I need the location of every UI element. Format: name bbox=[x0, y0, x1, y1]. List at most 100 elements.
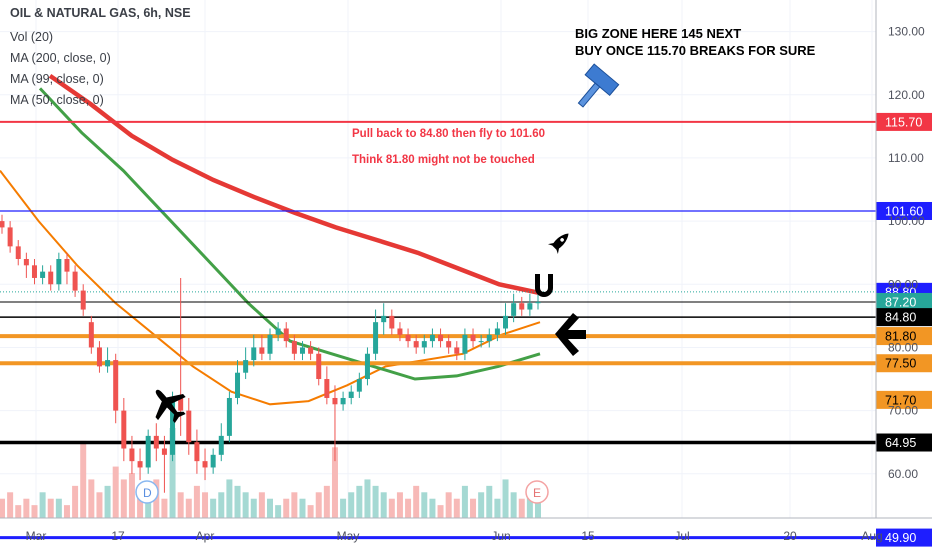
volume-bar bbox=[405, 498, 412, 518]
candle-body bbox=[96, 347, 102, 367]
rocket-body bbox=[552, 233, 569, 250]
candle-body bbox=[31, 265, 37, 278]
indicator-ma200: MA (200, close, 0) bbox=[10, 51, 111, 65]
x-tick-label: 17 bbox=[111, 529, 125, 543]
candle-body bbox=[105, 360, 111, 367]
volume-bar bbox=[47, 498, 54, 518]
volume-bar bbox=[0, 498, 5, 518]
y-tick-label: 100.00 bbox=[888, 214, 925, 228]
candle-body bbox=[348, 391, 354, 398]
volume-bar bbox=[323, 485, 330, 518]
candle-body bbox=[243, 360, 249, 373]
candle-body bbox=[397, 328, 403, 335]
level-price-tag bbox=[876, 308, 932, 327]
volume-bar bbox=[226, 479, 233, 518]
candle-body bbox=[364, 353, 370, 380]
volume-bar bbox=[96, 492, 103, 518]
volume-bar bbox=[356, 485, 363, 518]
magnet-pole-left bbox=[535, 274, 540, 278]
candle-body bbox=[113, 360, 119, 411]
volume-bar bbox=[169, 428, 176, 518]
x-tick-label: May bbox=[337, 529, 360, 543]
event-e-label: E bbox=[533, 486, 541, 500]
volume-bar bbox=[104, 485, 111, 518]
volume-bar bbox=[23, 498, 30, 518]
indicator-ma99: MA (99, close, 0) bbox=[10, 72, 104, 86]
candle-body bbox=[218, 435, 224, 455]
ma200-line bbox=[48, 73, 541, 296]
grid bbox=[0, 0, 876, 518]
volume-bar bbox=[242, 492, 249, 518]
volume-bar bbox=[535, 492, 541, 518]
moving-averages bbox=[0, 73, 541, 406]
y-tick-label: 120.00 bbox=[888, 88, 925, 102]
volume-bar bbox=[348, 492, 355, 518]
note-pullback: Pull back to 84.80 then fly to 101.60 bbox=[352, 128, 545, 140]
candle-body bbox=[389, 315, 395, 329]
volume-bar bbox=[486, 485, 493, 518]
event-d-marker[interactable] bbox=[135, 480, 159, 504]
x-tick-label: Jun bbox=[491, 529, 510, 543]
candle-body bbox=[308, 347, 314, 354]
candle-body bbox=[486, 334, 492, 342]
hammer-handle bbox=[577, 82, 601, 108]
level-price-tag bbox=[876, 112, 932, 131]
candle-body bbox=[15, 246, 21, 259]
x-tick-label: Jul bbox=[674, 529, 689, 543]
candle-body bbox=[340, 397, 346, 405]
note-think: Think 81.80 might not be touched bbox=[352, 154, 535, 166]
level-price-tag bbox=[876, 327, 932, 346]
volume-bar bbox=[315, 492, 322, 518]
candle-body bbox=[7, 227, 13, 247]
volume-bar bbox=[7, 492, 14, 518]
level-price-label: 87.20 bbox=[885, 295, 916, 309]
rocket-window bbox=[560, 238, 564, 242]
candle-body bbox=[291, 341, 297, 354]
candle-body bbox=[381, 315, 387, 323]
candle-body bbox=[299, 347, 305, 354]
volume-bar bbox=[267, 498, 273, 518]
candle-body bbox=[405, 334, 411, 342]
candle-body bbox=[145, 435, 151, 468]
levels: 115.70101.6088.8087.2084.8081.8077.5071.… bbox=[0, 112, 932, 547]
airplane-shape bbox=[155, 389, 186, 424]
candle-body bbox=[429, 334, 435, 342]
level-price-label: 81.80 bbox=[885, 330, 916, 344]
volume-bar bbox=[299, 498, 306, 518]
volume-bar bbox=[120, 479, 127, 518]
volume-bar bbox=[210, 498, 217, 518]
candle-body bbox=[153, 435, 159, 449]
volume-bar bbox=[478, 492, 485, 518]
candle-body bbox=[137, 461, 143, 468]
x-tick-label: Apr bbox=[196, 529, 215, 543]
volume-bar bbox=[202, 492, 209, 518]
candle-body bbox=[186, 410, 192, 443]
level-price-label: 84.80 bbox=[885, 311, 916, 325]
candle-body bbox=[316, 353, 322, 380]
volume-bar bbox=[526, 485, 533, 518]
level-price-label: 77.50 bbox=[885, 357, 916, 371]
event-e-marker[interactable] bbox=[525, 480, 549, 504]
y-tick-label: 130.00 bbox=[888, 25, 925, 39]
candle-body bbox=[259, 347, 265, 354]
event-d-label: D bbox=[143, 486, 152, 500]
candle-body bbox=[170, 397, 176, 455]
level-price-label: 64.95 bbox=[885, 436, 916, 450]
candle-body bbox=[356, 379, 362, 392]
candle-body bbox=[454, 347, 460, 354]
candle-body bbox=[129, 448, 135, 462]
volume-bar bbox=[63, 505, 70, 518]
volume-bar bbox=[413, 485, 420, 518]
rocket-icon bbox=[547, 233, 569, 255]
volume-bar bbox=[72, 485, 79, 518]
candle-body bbox=[494, 328, 500, 335]
level-price-label: 115.70 bbox=[885, 115, 922, 129]
candles bbox=[0, 214, 541, 493]
volume-bar bbox=[218, 492, 225, 518]
level-price-tag bbox=[876, 390, 932, 409]
level-price-tag bbox=[876, 433, 932, 452]
y-tick-label: 110.00 bbox=[888, 151, 924, 165]
volume-bar bbox=[291, 492, 298, 518]
magnet-icon bbox=[535, 274, 553, 297]
